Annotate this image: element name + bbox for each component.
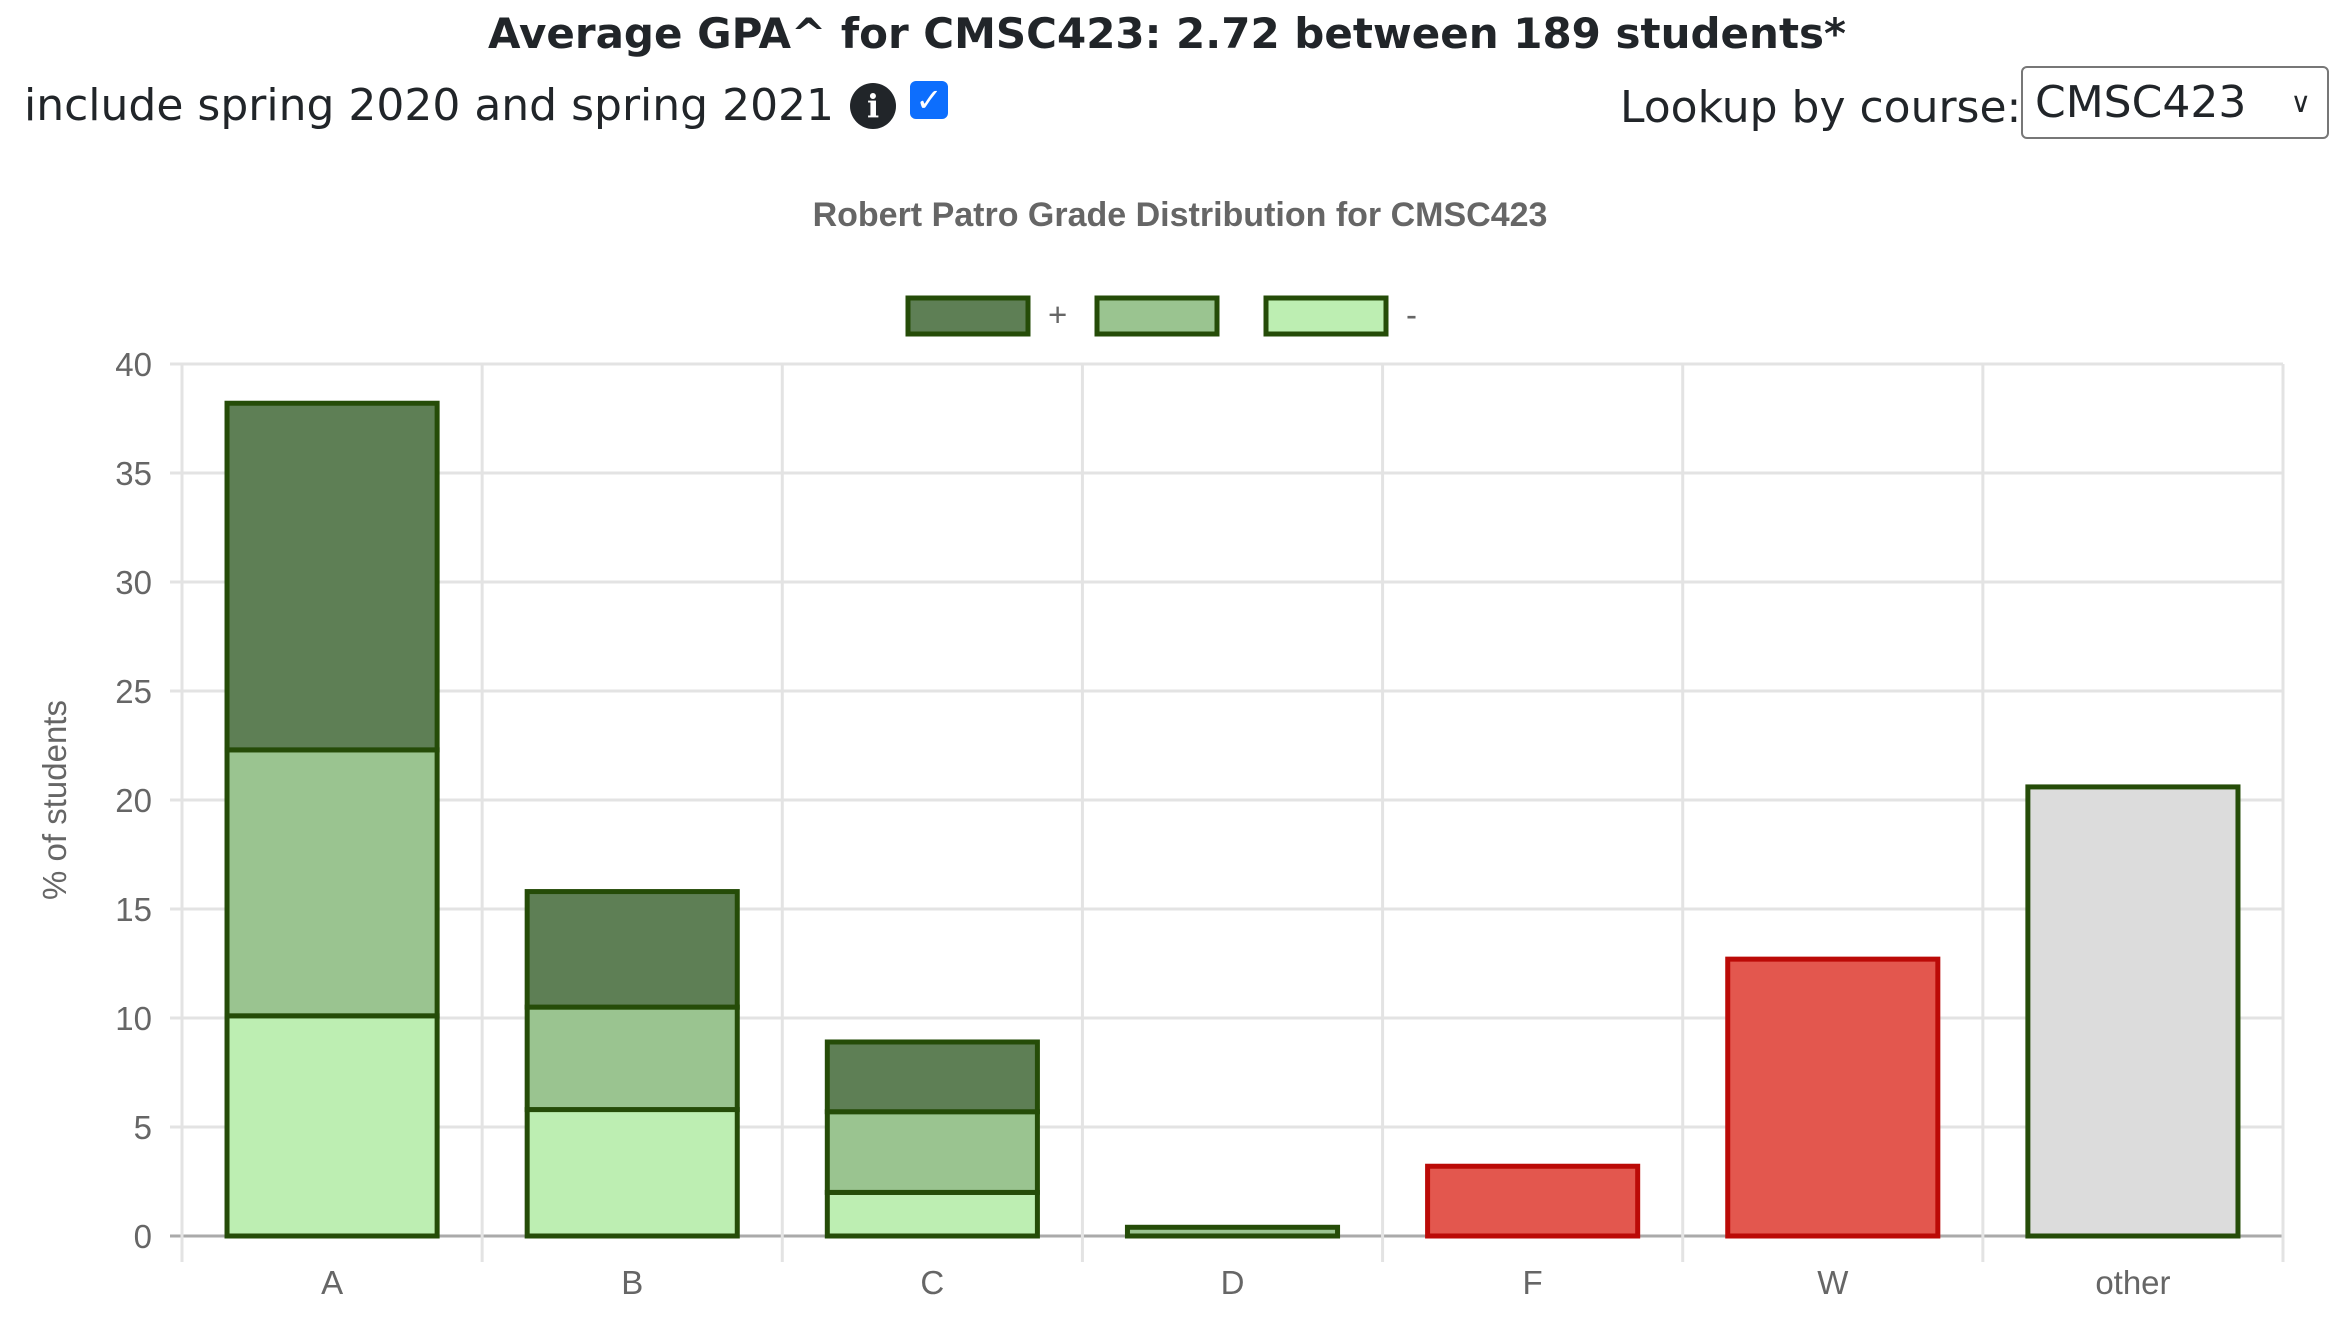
course-select-value: CMSC423 [2035, 77, 2247, 128]
y-tick-label: 10 [115, 1000, 152, 1037]
y-tick-label: 40 [115, 346, 152, 383]
y-tick-label: 15 [115, 891, 152, 928]
y-tick-label: 20 [115, 782, 152, 819]
x-tick-label: F [1523, 1264, 1543, 1301]
legend-label: - [1406, 296, 1417, 333]
bar-segment-C-2 [824, 1039, 1040, 1115]
include-semesters-checkbox[interactable]: ✓ [910, 81, 949, 119]
course-select[interactable]: CMSC423 ∨ [2021, 66, 2329, 139]
legend-swatch [1094, 295, 1220, 337]
y-tick-label: 5 [134, 1109, 152, 1146]
bar-other [2025, 784, 2241, 1239]
bar-segment-A-2 [224, 400, 440, 753]
gpa-summary-title: Average GPA^ for CMSC423: 2.72 between 1… [488, 9, 1846, 58]
legend-swatch [1263, 295, 1389, 337]
chevron-down-icon: ∨ [2290, 86, 2312, 119]
bar-segment-C-0 [824, 1189, 1040, 1239]
legend-label: + [1048, 296, 1067, 333]
bar-segment-D-1 [1124, 1224, 1341, 1239]
legend-swatch [905, 295, 1031, 337]
x-tick-label: W [1817, 1264, 1849, 1301]
include-semesters-label: include spring 2020 and spring 2021 [24, 80, 835, 131]
bar-segment-B-0 [524, 1107, 740, 1239]
include-semesters-row: include spring 2020 and spring 2021 i ✓ [24, 76, 949, 136]
bar-segment-A-1 [224, 747, 440, 1019]
x-tick-label: B [621, 1264, 643, 1301]
y-axis-label: % of students [36, 700, 73, 900]
x-tick-label: A [321, 1264, 343, 1301]
info-icon[interactable]: i [850, 83, 897, 129]
y-tick-label: 0 [134, 1218, 152, 1255]
bar-segment-A-0 [224, 1013, 440, 1239]
bar-segment-B-2 [524, 889, 740, 1010]
x-tick-label: C [920, 1264, 944, 1301]
y-tick-label: 30 [115, 564, 152, 601]
chart-legend: + - [905, 295, 1417, 337]
bar-segment-B-1 [524, 1004, 740, 1113]
chart-bars [224, 400, 2241, 1239]
y-tick-label: 35 [115, 455, 152, 492]
x-tick-label: D [1221, 1264, 1245, 1301]
bar-F [1425, 1163, 1641, 1239]
bar-segment-C-1 [824, 1109, 1040, 1195]
x-tick-label: other [2095, 1264, 2170, 1301]
chart-grid [170, 362, 2285, 1262]
y-tick-label: 25 [115, 673, 152, 710]
lookup-course-label: Lookup by course: [1620, 82, 2022, 133]
bar-W [1725, 956, 1941, 1239]
chart-title: Robert Patro Grade Distribution for CMSC… [813, 196, 1548, 234]
